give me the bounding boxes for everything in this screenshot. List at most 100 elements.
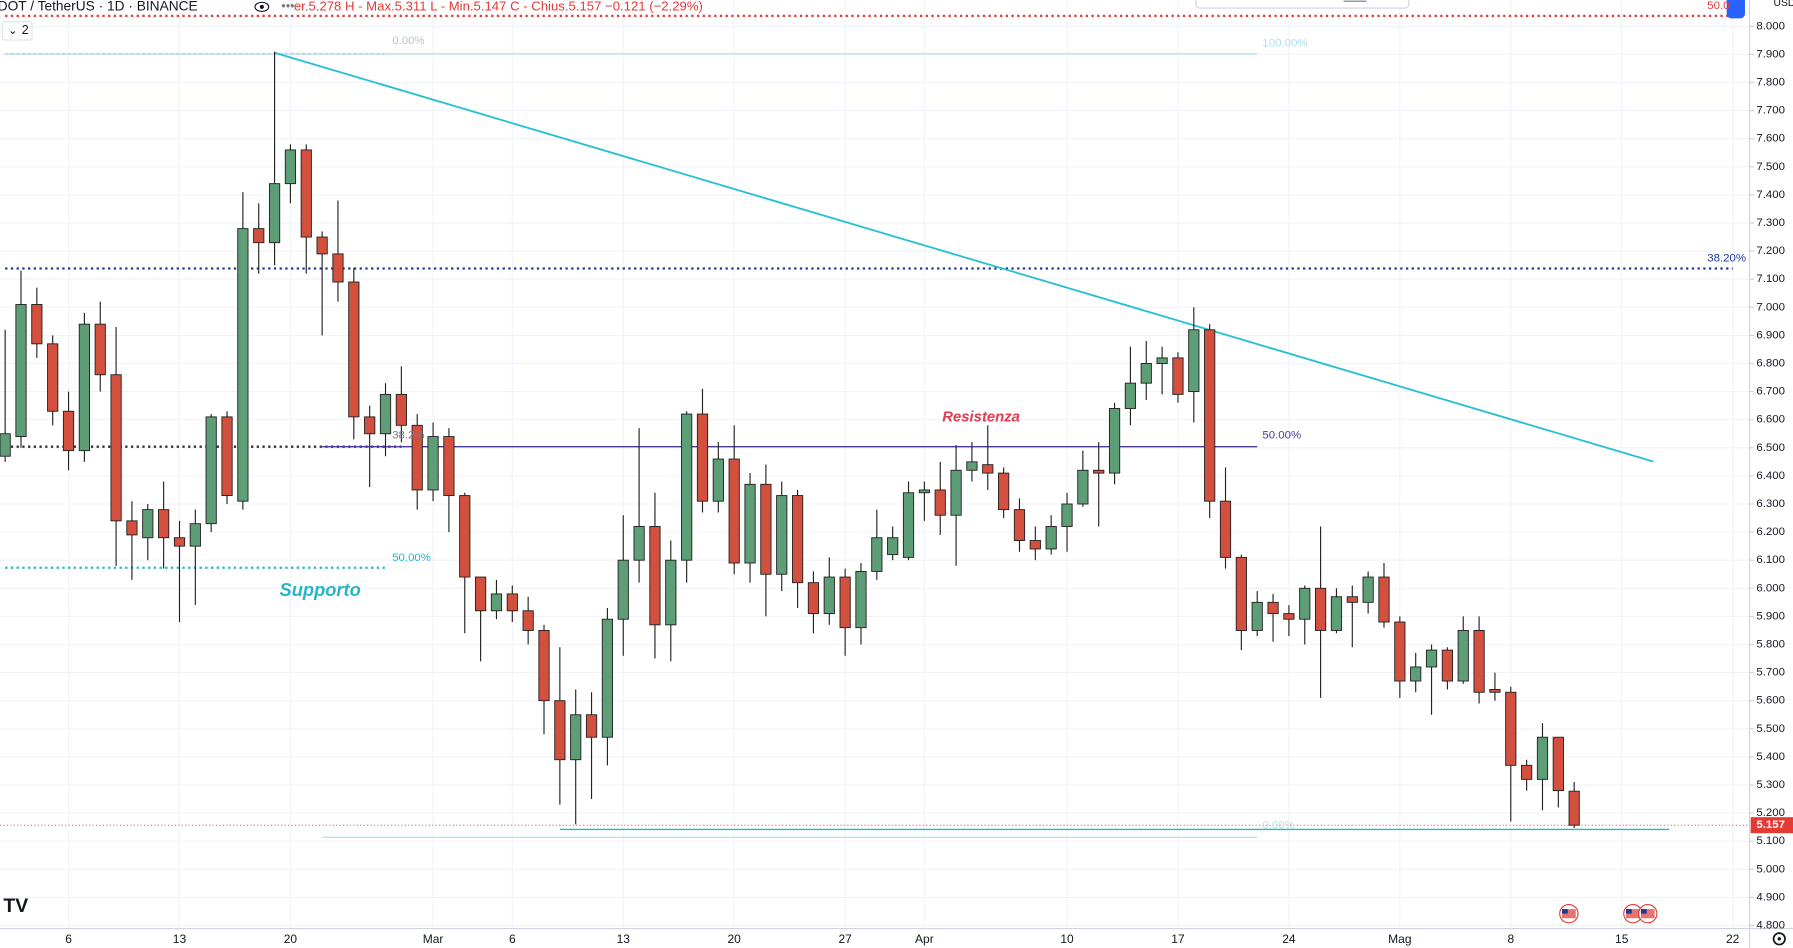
candle-body	[1330, 596, 1343, 631]
x-tick-label: 8	[1507, 932, 1514, 946]
candle-body	[649, 526, 661, 626]
candle-body	[316, 236, 328, 255]
candle-body	[1251, 601, 1263, 631]
interval-button[interactable]: 2	[22, 23, 29, 37]
settings-icon[interactable]	[1772, 932, 1786, 946]
candle-body	[744, 483, 756, 564]
candle-body	[998, 472, 1010, 511]
candle-body	[475, 576, 487, 612]
candle-body	[332, 253, 344, 283]
candle-body	[1061, 503, 1073, 527]
candle-body	[1568, 790, 1580, 826]
candle-body	[1188, 329, 1200, 393]
candle-body	[1441, 649, 1453, 682]
candle-body	[1029, 540, 1041, 550]
y-tick-label: 5.000	[1756, 863, 1785, 875]
candle-body	[142, 509, 154, 539]
y-tick-label: 6.700	[1756, 386, 1785, 398]
candle-body	[1299, 587, 1311, 620]
candle-body	[1457, 629, 1469, 682]
candles-layer	[0, 51, 1580, 828]
fib-label: 38.20%	[1707, 252, 1746, 264]
candle-body	[1314, 587, 1327, 631]
candle-body	[1489, 689, 1501, 693]
currency: USDT	[1774, 0, 1793, 9]
y-tick-label: 7.500	[1756, 161, 1785, 173]
candle-body	[570, 714, 582, 761]
candle-body	[411, 424, 423, 491]
event-flags[interactable]	[1559, 903, 1658, 924]
x-tick-label: Mag	[1388, 932, 1411, 946]
eye-icon[interactable]	[254, 1, 270, 13]
y-axis-strip	[1749, 0, 1793, 948]
candle-body	[823, 576, 835, 615]
candle-body	[1108, 407, 1121, 474]
x-tick-label: 13	[617, 932, 631, 946]
fib-label: 0.00%	[392, 35, 424, 47]
candle-body	[966, 461, 978, 471]
candle-body	[1219, 500, 1232, 558]
candle-body	[1140, 363, 1152, 384]
candle-body	[1045, 526, 1057, 550]
candle-body	[982, 464, 994, 474]
candle-body	[221, 416, 233, 497]
candle-body	[1235, 556, 1247, 631]
symbol: DOT / TetherUS · 1D · BINANCE	[0, 0, 198, 14]
candle-body	[617, 559, 629, 620]
y-tick-label: 5.800	[1756, 639, 1785, 651]
trendline	[274, 51, 1654, 463]
logo[interactable]: TV	[3, 895, 28, 917]
candle-body	[918, 489, 930, 494]
candle-body	[126, 520, 138, 536]
x-axis-strip	[0, 928, 1793, 948]
y-tick-label: 5.100	[1756, 835, 1785, 847]
fib-label: 50.0	[1707, 0, 1729, 12]
candle-body	[1473, 629, 1485, 693]
candle-body	[665, 559, 677, 626]
y-tick-label: 7.900	[1756, 48, 1785, 60]
candle-body	[173, 537, 186, 547]
interval-toggle[interactable]	[1, 21, 33, 41]
candle-body	[348, 281, 360, 418]
y-tick-label: 4.800	[1756, 920, 1785, 932]
x-tick-label: Apr	[915, 932, 934, 946]
candle-body	[950, 469, 962, 516]
y-tick-label: 6.500	[1756, 442, 1785, 454]
x-tick-label: 24	[1282, 932, 1296, 946]
x-tick-label: 22	[1726, 932, 1740, 946]
candle-body	[633, 526, 645, 561]
y-tick-label: 5.200	[1756, 807, 1785, 819]
y-tick-label: 5.500	[1756, 723, 1785, 735]
drawing-toolbar[interactable]	[1195, 0, 1410, 9]
fib-label: 50.00%	[1262, 430, 1301, 442]
candle-body	[934, 489, 946, 516]
x-tick-label: 6	[65, 932, 72, 946]
y-tick-label: 7.200	[1756, 245, 1785, 257]
candle-body	[855, 570, 867, 629]
candle-body	[1505, 691, 1517, 766]
candle-body	[1362, 576, 1374, 603]
candle-body	[268, 183, 281, 244]
candle-body	[1093, 469, 1105, 474]
y-tick-label: 5.300	[1756, 779, 1785, 791]
fib-label: 100.00%	[1262, 37, 1307, 49]
x-tick-label: 13	[173, 932, 187, 946]
y-tick-label: 7.700	[1756, 105, 1785, 117]
y-tick-label: 6.400	[1756, 470, 1785, 482]
candle-body	[585, 714, 598, 738]
y-tick-label: 7.600	[1756, 133, 1785, 145]
candle-body	[807, 582, 820, 615]
y-tick-label: 7.800	[1756, 77, 1785, 89]
candle-body	[253, 228, 265, 244]
support-label: Supporto	[280, 579, 361, 600]
candle-body	[94, 323, 106, 376]
alert-button[interactable]	[1726, 0, 1745, 19]
candle-body	[78, 323, 90, 452]
candle-body	[728, 458, 740, 564]
candle-body	[15, 304, 27, 438]
candle-body	[839, 576, 851, 629]
x-tick-label: Mar	[423, 932, 444, 946]
